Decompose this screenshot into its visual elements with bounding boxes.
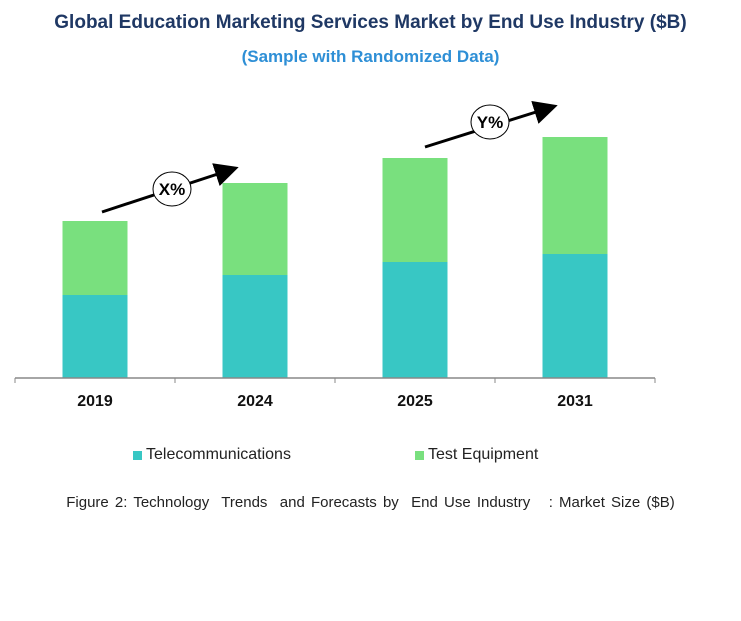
legend-label: Telecommunications — [146, 446, 291, 463]
legend-swatch — [415, 450, 424, 460]
x-tick-label: 2019 — [77, 393, 113, 410]
legend-swatch — [133, 450, 142, 460]
growth-label-bubble — [152, 171, 192, 207]
legend-item-test-equipment: Test Equipment — [415, 446, 538, 464]
growth-label: X% — [159, 180, 185, 199]
chart-title: Global Education Marketing Services Mark… — [54, 12, 687, 33]
legend-item-telecommunications: Telecommunications — [133, 446, 291, 464]
bar-2019-telecommunications — [62, 295, 128, 378]
bar-2031-test-equipment — [542, 137, 608, 254]
bar-2031-telecommunications — [542, 254, 608, 378]
growth-label-bubble — [470, 104, 510, 140]
bar-2019-test-equipment — [62, 221, 128, 295]
x-tick-label: 2024 — [237, 393, 273, 410]
chart-subtitle: (Sample with Randomized Data) — [241, 47, 500, 66]
bar-2024-telecommunications — [222, 275, 288, 378]
bar-2025-test-equipment — [382, 158, 448, 262]
bar-2025-telecommunications — [382, 262, 448, 378]
x-tick-label: 2031 — [557, 393, 593, 410]
growth-label: Y% — [477, 113, 503, 132]
figure-caption: Figure 2: Technology Trends and Forecast… — [66, 494, 675, 511]
bar-2024-test-equipment — [222, 183, 288, 275]
legend-label: Test Equipment — [428, 446, 539, 463]
x-tick-label: 2025 — [397, 393, 433, 410]
